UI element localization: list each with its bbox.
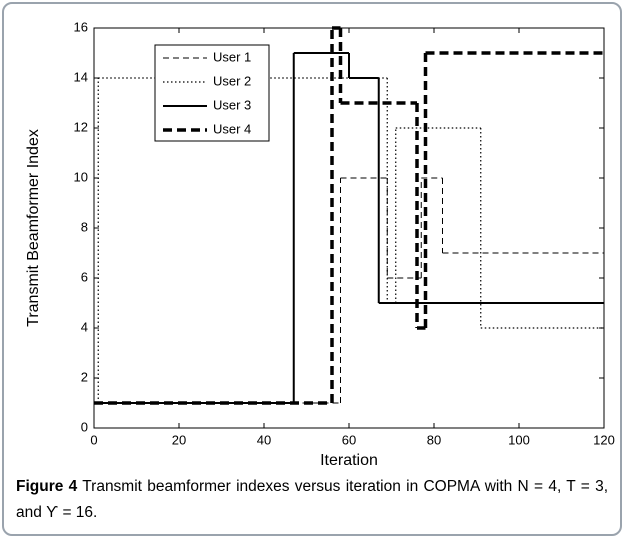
caption: Figure 4 Transmit beamformer indexes ver… — [16, 474, 608, 526]
y-tick-label: 16 — [74, 19, 88, 34]
y-tick-label: 14 — [74, 69, 88, 84]
x-axis-label: Iteration — [320, 452, 378, 469]
legend-label: User 2 — [213, 73, 251, 88]
y-tick-label: 12 — [74, 119, 88, 134]
x-tick-label: 60 — [342, 432, 356, 447]
chart: Iteration Transmit Beamformer Index 0 20 4… — [25, 19, 615, 469]
x-tick-label: 100 — [508, 432, 530, 447]
y-tick-label: 4 — [81, 319, 88, 334]
caption-text: Transmit beamformer indexes versus itera… — [16, 478, 608, 521]
y-tick-label: 10 — [74, 169, 88, 184]
legend-label: User 3 — [213, 97, 251, 112]
legend-box — [154, 44, 270, 142]
x-tick-label: 20 — [172, 432, 186, 447]
caption-label: Figure 4 — [16, 478, 78, 495]
x-tick-label: 40 — [257, 432, 271, 447]
y-tick-label: 8 — [81, 219, 88, 234]
x-tick-label: 0 — [90, 432, 97, 447]
legend-label: User 1 — [213, 49, 251, 64]
y-axis-label: Transmit Beamformer Index — [25, 129, 42, 327]
y-tick-label: 2 — [81, 369, 88, 384]
x-tick-label: 120 — [593, 432, 615, 447]
y-tick-label: 6 — [81, 269, 88, 284]
x-tick-label: 80 — [427, 432, 441, 447]
legend-label: User 4 — [213, 121, 251, 136]
y-tick-label: 0 — [81, 419, 88, 434]
